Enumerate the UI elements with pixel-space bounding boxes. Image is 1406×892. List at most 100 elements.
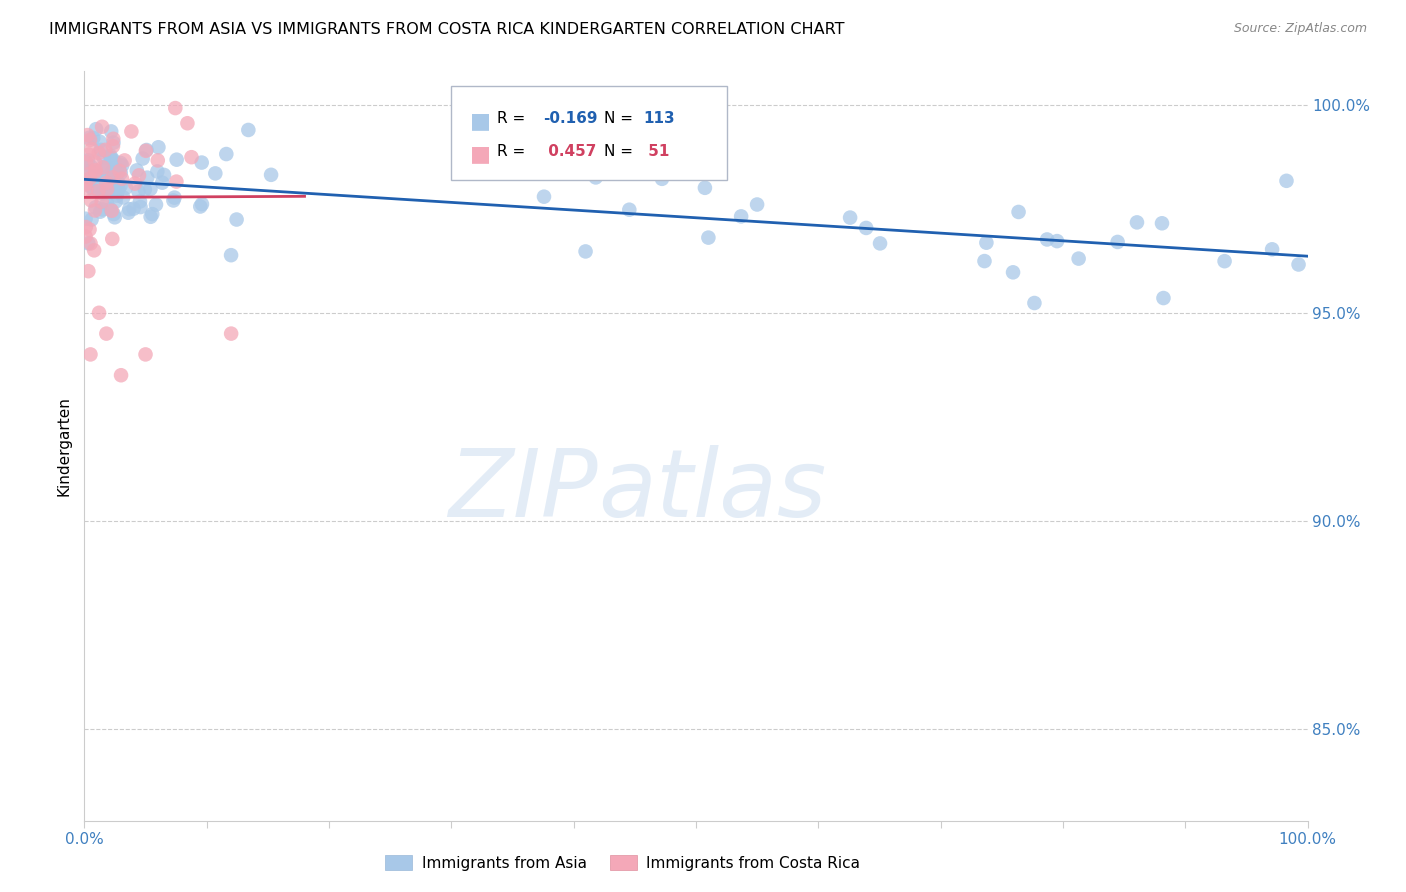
Point [163, 191, 186, 205]
Point [139, 182, 162, 196]
Point [94, 159, 117, 173]
Point [79, 171, 101, 186]
Point [91, 202, 114, 217]
Point [83, 155, 105, 169]
Text: N =: N = [605, 144, 638, 159]
Point [75, 155, 97, 169]
Point [134, 182, 156, 196]
Point [103, 153, 125, 168]
Point [75, 154, 97, 169]
Point [91, 184, 114, 198]
Point [79, 222, 101, 236]
Point [79, 236, 101, 251]
Point [162, 194, 184, 208]
Point [100, 202, 122, 217]
Point [139, 210, 162, 224]
Point [96, 326, 118, 341]
Text: R =: R = [496, 112, 530, 126]
Point [141, 207, 163, 221]
Point [110, 156, 132, 170]
Point [80, 212, 103, 227]
Point [693, 181, 716, 195]
Point [84, 200, 107, 214]
Point [165, 175, 187, 189]
Point [96, 176, 118, 190]
Text: Source: ZipAtlas.com: Source: ZipAtlas.com [1233, 22, 1367, 36]
Point [1046, 234, 1069, 248]
Point [90, 170, 112, 185]
Point [855, 221, 877, 235]
Point [188, 200, 211, 214]
Point [103, 207, 125, 221]
Point [165, 101, 187, 115]
Point [127, 185, 149, 199]
Point [75, 219, 97, 234]
Point [104, 184, 127, 198]
Point [86, 169, 108, 183]
Point [90, 143, 112, 157]
Point [135, 143, 157, 157]
Legend: Immigrants from Asia, Immigrants from Costa Rica: Immigrants from Asia, Immigrants from Co… [378, 848, 866, 877]
Point [82, 131, 104, 145]
Point [97, 186, 120, 200]
Point [101, 232, 124, 246]
FancyBboxPatch shape [451, 87, 727, 180]
Point [76, 128, 98, 142]
Point [533, 189, 555, 203]
Point [107, 176, 129, 190]
Point [77, 147, 100, 161]
Point [80, 142, 103, 156]
Point [146, 153, 169, 168]
Point [79, 133, 101, 147]
Point [1007, 205, 1029, 219]
Point [145, 197, 167, 211]
Text: -0.169: -0.169 [543, 112, 598, 126]
Point [118, 202, 141, 217]
Point [180, 150, 202, 164]
Point [1024, 296, 1046, 310]
Point [219, 248, 242, 262]
Point [574, 244, 596, 259]
Point [87, 146, 110, 161]
Point [107, 182, 129, 196]
Text: 0.457: 0.457 [543, 144, 596, 159]
Point [125, 163, 148, 178]
Point [976, 235, 998, 250]
Point [869, 236, 891, 251]
Point [204, 166, 226, 180]
Point [150, 176, 173, 190]
Point [105, 188, 128, 202]
Point [84, 122, 107, 136]
Point [136, 170, 159, 185]
Point [75, 229, 97, 244]
Point [117, 205, 139, 219]
Point [75, 211, 97, 226]
Point [96, 196, 118, 211]
Point [76, 174, 98, 188]
Point [111, 171, 134, 186]
Point [110, 178, 132, 193]
Point [114, 153, 136, 168]
Point [100, 124, 122, 138]
Point [1126, 215, 1149, 229]
Point [191, 197, 214, 211]
Point [91, 120, 114, 134]
Point [80, 180, 103, 194]
Point [176, 116, 198, 130]
Point [1288, 258, 1310, 272]
Point [153, 168, 176, 182]
Point [619, 202, 641, 217]
Point [585, 170, 607, 185]
Point [260, 168, 283, 182]
Point [131, 152, 153, 166]
Point [75, 182, 97, 196]
Point [745, 197, 768, 211]
Point [1002, 265, 1025, 279]
Point [122, 202, 145, 216]
Text: IMMIGRANTS FROM ASIA VS IMMIGRANTS FROM COSTA RICA KINDERGARTEN CORRELATION CHAR: IMMIGRANTS FROM ASIA VS IMMIGRANTS FROM … [49, 22, 845, 37]
Point [1067, 252, 1090, 266]
Point [77, 153, 100, 168]
Point [100, 149, 122, 163]
Point [100, 166, 122, 180]
Point [124, 177, 146, 191]
